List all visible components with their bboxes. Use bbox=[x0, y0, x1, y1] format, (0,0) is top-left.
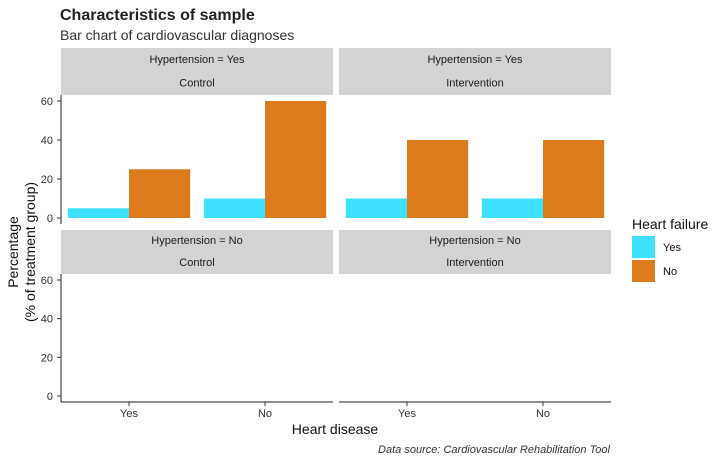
chart-title: Characteristics of sample bbox=[60, 7, 255, 24]
facet-strip bbox=[61, 48, 333, 95]
legend-label-heart-failure-yes: Yes bbox=[663, 242, 681, 254]
x-axes: Yes No Yes No bbox=[61, 401, 611, 420]
y-axis-row-2: 0 20 40 60 bbox=[41, 274, 62, 403]
strip-label-row: Hypertension = No bbox=[151, 235, 242, 247]
facet-strip bbox=[61, 230, 333, 274]
y-tick-label: 60 bbox=[41, 96, 53, 108]
y-axis-title-line1: Percentage bbox=[5, 216, 21, 288]
x-tick-label-yes: Yes bbox=[398, 408, 416, 420]
strip-label-col: Intervention bbox=[446, 257, 503, 269]
bar-heart-disease-yes-heart-failure-yes bbox=[67, 208, 129, 218]
x-tick-label-no: No bbox=[258, 408, 272, 420]
bar-heart-disease-no-heart-failure-no bbox=[543, 140, 605, 218]
legend-label-heart-failure-no: No bbox=[663, 266, 677, 278]
y-tick-label: 0 bbox=[47, 391, 53, 403]
y-tick-label: 40 bbox=[41, 314, 53, 326]
bar-heart-disease-no-heart-failure-yes bbox=[203, 198, 265, 218]
x-axis-title: Heart disease bbox=[292, 421, 379, 437]
strip-label-col: Intervention bbox=[446, 78, 503, 90]
panel-hypertension-no-intervention: Hypertension = No Intervention bbox=[339, 230, 611, 274]
strip-label-row: Hypertension = Yes bbox=[427, 54, 523, 66]
x-axis-col-1: Yes No bbox=[61, 401, 333, 420]
x-tick-label-no: No bbox=[536, 408, 550, 420]
x-axis-col-2: Yes No bbox=[339, 401, 611, 420]
chart-subtitle: Bar chart of cardiovascular diagnoses bbox=[60, 27, 294, 43]
y-tick-label: 40 bbox=[41, 135, 53, 147]
y-axis-row-1: 0 20 40 60 bbox=[41, 95, 62, 225]
strip-label-row: Hypertension = Yes bbox=[149, 54, 245, 66]
y-tick-label: 20 bbox=[41, 352, 53, 364]
y-axis-title-line2: (% of treatment group) bbox=[22, 182, 38, 322]
panel-hypertension-yes-intervention: Hypertension = Yes Intervention bbox=[339, 48, 611, 218]
panel-hypertension-yes-control: Hypertension = Yes Control bbox=[61, 48, 333, 218]
strip-label-col: Control bbox=[179, 78, 214, 90]
legend-swatch-heart-failure-yes bbox=[632, 236, 655, 258]
y-tick-label: 0 bbox=[47, 213, 53, 225]
bar-heart-disease-no-heart-failure-yes bbox=[481, 198, 543, 218]
bar-heart-disease-yes-heart-failure-yes bbox=[345, 198, 407, 218]
legend-title: Heart failure bbox=[632, 216, 708, 232]
strip-label-col: Control bbox=[179, 257, 214, 269]
y-tick-label: 60 bbox=[41, 275, 53, 287]
bar-heart-disease-yes-heart-failure-no bbox=[129, 169, 191, 218]
bar-heart-disease-no-heart-failure-no bbox=[265, 101, 327, 218]
bar-heart-disease-yes-heart-failure-no bbox=[407, 140, 469, 218]
legend: Heart failure Yes No bbox=[632, 216, 708, 282]
x-tick-label-yes: Yes bbox=[120, 408, 138, 420]
data-source-caption: Data source: Cardiovascular Rehabilitati… bbox=[378, 444, 610, 456]
facet-strip bbox=[339, 230, 611, 274]
facet-strip bbox=[339, 48, 611, 95]
y-axes: 0 20 40 60 0 20 40 60 bbox=[41, 95, 62, 403]
panel-hypertension-no-control: Hypertension = No Control bbox=[61, 230, 333, 274]
y-tick-label: 20 bbox=[41, 174, 53, 186]
legend-swatch-heart-failure-no bbox=[632, 260, 655, 282]
strip-label-row: Hypertension = No bbox=[429, 235, 520, 247]
